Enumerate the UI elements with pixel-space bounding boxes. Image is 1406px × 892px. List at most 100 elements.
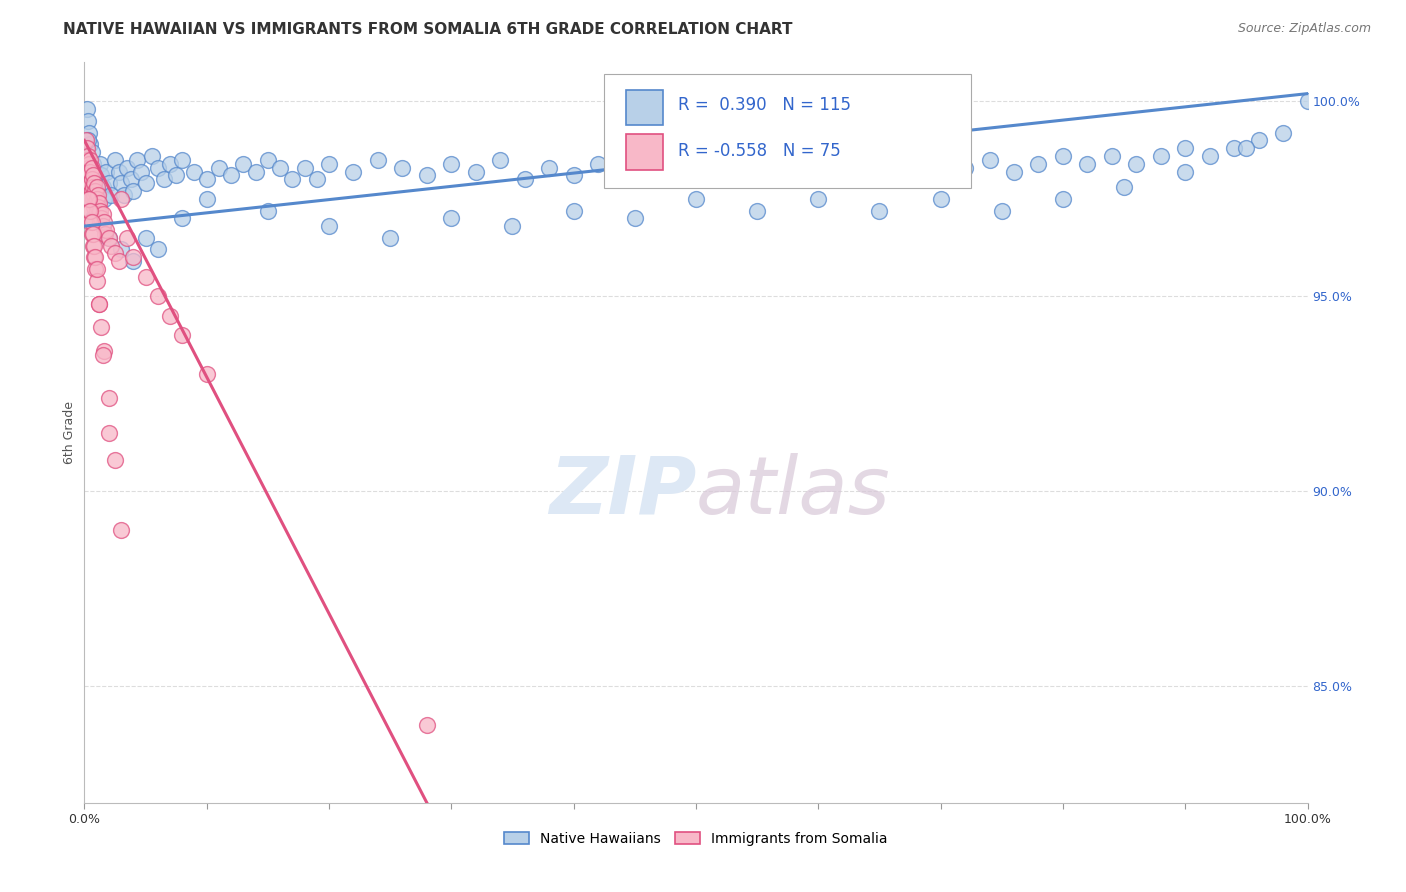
Point xyxy=(661,161,683,175)
Point xyxy=(77,133,100,147)
Point xyxy=(1272,126,1295,140)
Point xyxy=(1002,164,1025,178)
Point xyxy=(77,172,100,186)
Point xyxy=(685,172,707,186)
Point xyxy=(82,238,104,252)
Point xyxy=(586,157,609,171)
Point xyxy=(82,180,104,194)
Point xyxy=(1174,141,1197,155)
Point xyxy=(80,145,103,159)
Point xyxy=(1198,149,1220,163)
Point xyxy=(1236,141,1258,155)
Point xyxy=(79,137,101,152)
FancyBboxPatch shape xyxy=(626,135,664,169)
Point xyxy=(146,161,169,175)
Point xyxy=(294,161,316,175)
Point xyxy=(165,169,187,183)
Point xyxy=(107,254,129,268)
Point xyxy=(83,200,105,214)
Point xyxy=(929,192,952,206)
Point xyxy=(416,718,439,732)
Point xyxy=(89,203,111,218)
Point xyxy=(1052,192,1074,206)
Point xyxy=(86,192,108,206)
Point xyxy=(856,153,879,167)
Point xyxy=(76,141,98,155)
Point xyxy=(380,231,402,245)
Point xyxy=(195,192,218,206)
Point xyxy=(905,157,928,171)
Point xyxy=(82,157,104,171)
Point xyxy=(86,180,108,194)
Text: NATIVE HAWAIIAN VS IMMIGRANTS FROM SOMALIA 6TH GRADE CORRELATION CHART: NATIVE HAWAIIAN VS IMMIGRANTS FROM SOMAL… xyxy=(63,22,793,37)
Point xyxy=(97,231,120,245)
Point xyxy=(110,192,132,206)
Point xyxy=(367,153,389,167)
Point xyxy=(318,219,340,233)
Point xyxy=(94,227,117,241)
Point xyxy=(464,164,486,178)
Point xyxy=(87,297,110,311)
Text: atlas: atlas xyxy=(696,453,891,531)
Point xyxy=(93,215,115,229)
Point xyxy=(84,262,107,277)
Point xyxy=(807,172,830,186)
Point xyxy=(1174,164,1197,178)
Point xyxy=(76,153,98,167)
Point xyxy=(747,203,769,218)
Point xyxy=(195,367,218,381)
Point xyxy=(538,161,561,175)
Point xyxy=(135,176,157,190)
Text: Source: ZipAtlas.com: Source: ZipAtlas.com xyxy=(1237,22,1371,36)
Point xyxy=(115,161,138,175)
Point xyxy=(90,169,112,183)
Point xyxy=(91,219,114,233)
Point xyxy=(112,188,135,202)
Point xyxy=(1052,149,1074,163)
Point xyxy=(1247,133,1270,147)
Point xyxy=(82,192,104,206)
Point xyxy=(135,269,157,284)
Point xyxy=(86,262,108,277)
Point xyxy=(489,153,512,167)
Point xyxy=(104,453,127,467)
Point xyxy=(77,126,100,140)
Point xyxy=(1114,180,1136,194)
Point xyxy=(89,157,111,171)
Point xyxy=(245,164,267,178)
Point xyxy=(183,164,205,178)
Point xyxy=(79,164,101,178)
Point xyxy=(83,176,105,190)
FancyBboxPatch shape xyxy=(626,90,664,126)
Point xyxy=(93,343,115,358)
Point xyxy=(84,195,107,210)
Point xyxy=(929,172,952,186)
Point xyxy=(110,523,132,537)
Point xyxy=(1125,157,1147,171)
Point xyxy=(83,169,105,183)
Point xyxy=(115,231,138,245)
Point xyxy=(172,153,194,167)
Text: R = -0.558   N = 75: R = -0.558 N = 75 xyxy=(678,142,841,160)
Point xyxy=(82,227,104,241)
Point xyxy=(880,164,903,178)
Point xyxy=(195,172,218,186)
Point xyxy=(122,250,145,264)
Point xyxy=(82,169,104,183)
Point xyxy=(758,164,780,178)
Point xyxy=(79,215,101,229)
Point xyxy=(159,309,181,323)
Point xyxy=(257,203,280,218)
Point xyxy=(86,192,108,206)
Y-axis label: 6th Grade: 6th Grade xyxy=(63,401,76,464)
Point xyxy=(96,223,118,237)
Point xyxy=(83,238,105,252)
Point xyxy=(1150,149,1173,163)
Point xyxy=(153,172,176,186)
Point xyxy=(87,188,110,202)
Point xyxy=(869,203,891,218)
Point xyxy=(129,164,152,178)
Point xyxy=(80,227,103,241)
Point xyxy=(159,157,181,171)
Point xyxy=(562,169,585,183)
